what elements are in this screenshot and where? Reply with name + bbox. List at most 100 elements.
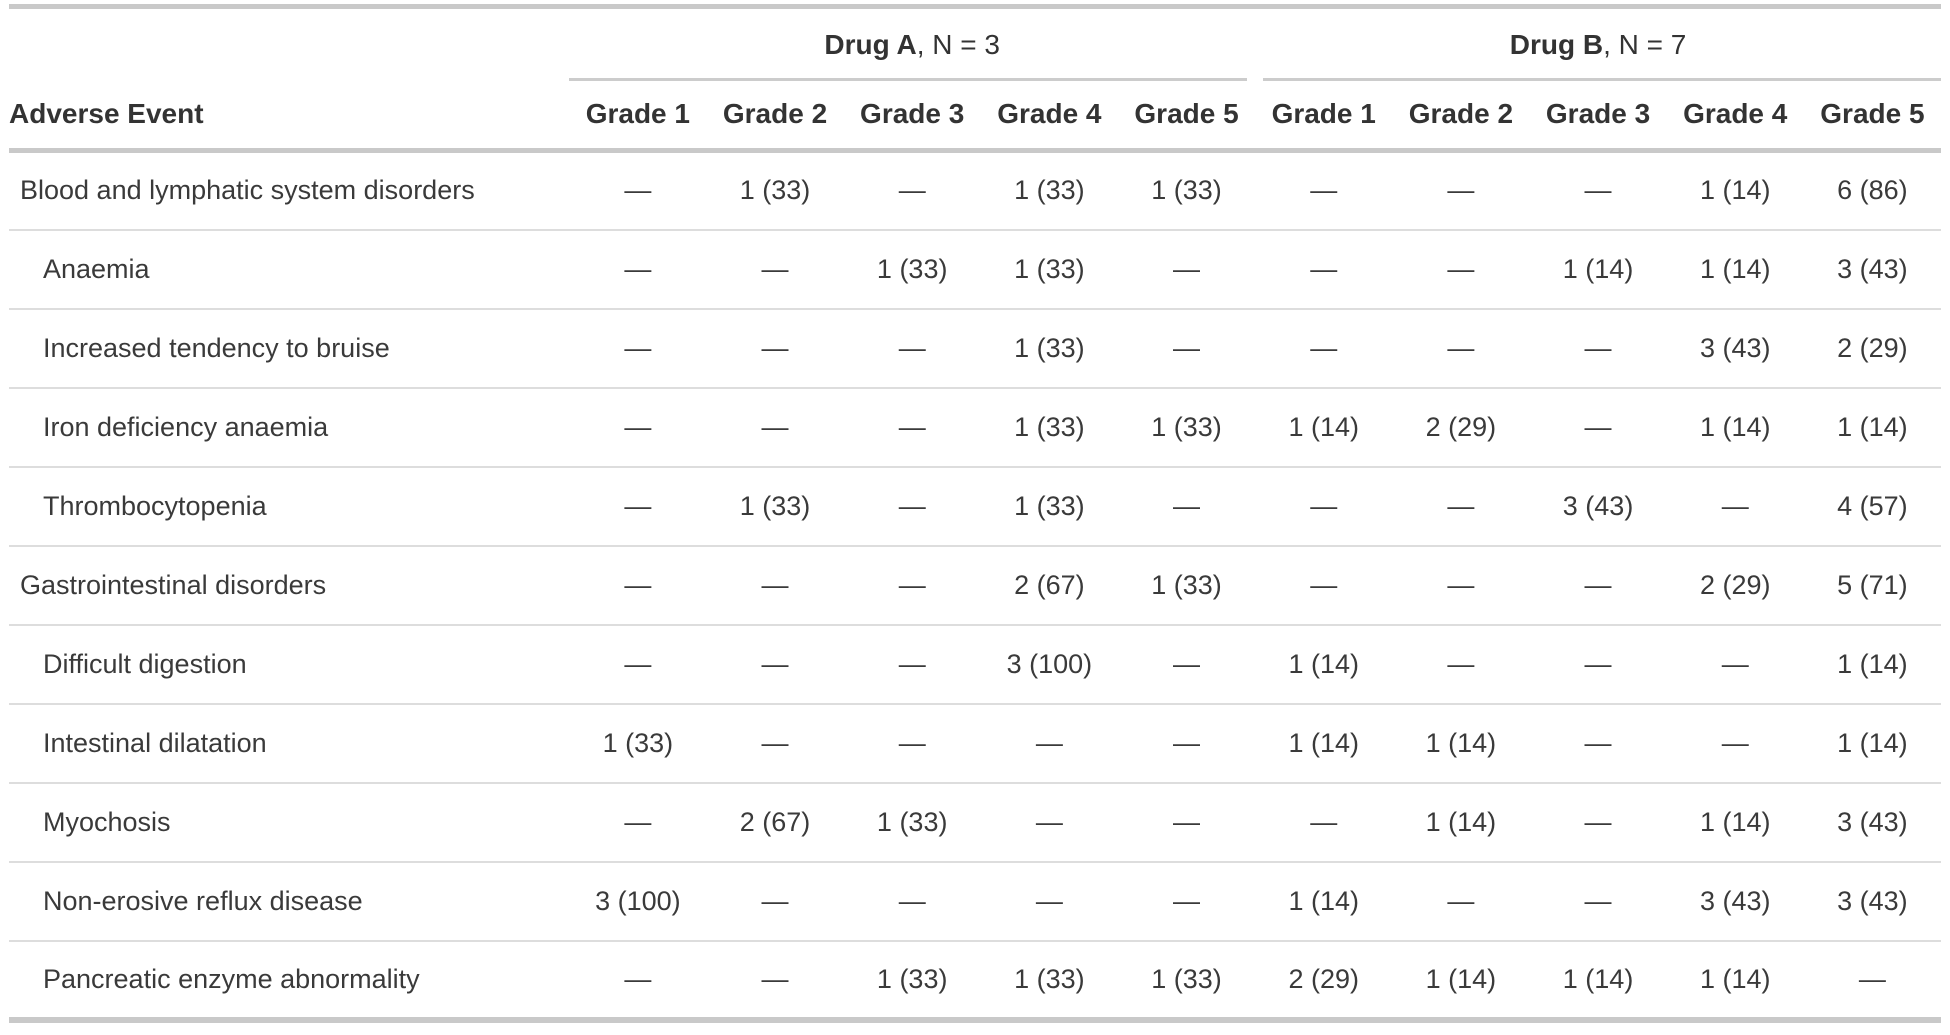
event-label: Anaemia (9, 229, 570, 310)
grade-header-b2: Grade 2 (1392, 80, 1530, 153)
event-label: Iron deficiency anaemia (9, 387, 570, 468)
corner-cell (9, 6, 570, 81)
grade-header-a2: Grade 2 (706, 80, 844, 153)
grade-header-a4: Grade 4 (980, 80, 1118, 153)
value-cell: 3 (43) (1803, 229, 1941, 310)
value-cell: — (1255, 782, 1393, 863)
value-cell: — (980, 861, 1118, 942)
value-cell: — (1803, 940, 1941, 1023)
value-cell: 3 (100) (980, 624, 1118, 705)
value-cell: — (1392, 150, 1530, 231)
value-cell: — (1529, 150, 1667, 231)
drug-a-n: , N = 3 (916, 28, 1000, 60)
value-cell: — (1117, 624, 1256, 705)
grade-header-b4: Grade 4 (1666, 80, 1804, 153)
grade-header-row: Adverse Event Grade 1 Grade 2 Grade 3 Gr… (9, 80, 1941, 153)
drug-a-group-header: Drug A, N = 3 (569, 7, 1255, 81)
value-cell: — (1529, 624, 1667, 705)
value-cell: 3 (43) (1803, 861, 1941, 942)
value-cell: — (569, 624, 707, 705)
value-cell: — (1255, 229, 1393, 310)
grade-header-b1: Grade 1 (1255, 80, 1393, 153)
value-cell: 5 (71) (1803, 545, 1941, 626)
value-cell: 3 (100) (569, 861, 707, 942)
value-cell: 1 (14) (1803, 703, 1941, 784)
table-row: Pancreatic enzyme abnormality — —1 (33) 1 (… (9, 940, 1941, 1023)
value-cell: — (706, 861, 844, 942)
value-cell: — (1255, 466, 1393, 547)
value-cell: — (1255, 545, 1393, 626)
value-cell: 1 (14) (1666, 387, 1804, 468)
event-label: Difficult digestion (9, 624, 570, 705)
value-cell: 1 (33) (569, 703, 707, 784)
value-cell: 2 (29) (1392, 387, 1530, 468)
table-row: Difficult digestion — — —3 (100) —1 (14) — — —1… (9, 624, 1941, 705)
adverse-events-table: Drug A, N = 3 Drug B, N = 7 Adverse Even… (9, 4, 1941, 1023)
value-cell: — (1529, 782, 1667, 863)
value-cell: 1 (33) (1117, 387, 1256, 468)
value-cell: — (1117, 703, 1256, 784)
table-body: Blood and lymphatic system disorders —1 (… (9, 150, 1941, 1023)
value-cell: — (1255, 150, 1393, 231)
value-cell: — (1666, 624, 1804, 705)
value-cell: 1 (33) (1117, 545, 1256, 626)
grade-header-a1: Grade 1 (569, 80, 707, 153)
value-cell: 1 (14) (1803, 624, 1941, 705)
value-cell: — (1529, 308, 1667, 389)
value-cell: — (1117, 308, 1256, 389)
table-row: Myochosis —2 (67) 1 (33) — — —1 (14) —1 (14) 3 … (9, 782, 1941, 863)
value-cell: 1 (33) (843, 940, 981, 1023)
value-cell: — (843, 703, 981, 784)
event-label: Pancreatic enzyme abnormality (9, 940, 570, 1023)
value-cell: — (569, 940, 707, 1023)
value-cell: — (1529, 861, 1667, 942)
table-row: Intestinal dilatation 1 (33) — — — —1 (14) 1 (… (9, 703, 1941, 784)
event-label: Myochosis (9, 782, 570, 863)
value-cell: — (1529, 387, 1667, 468)
value-cell: 1 (14) (1255, 703, 1393, 784)
event-label: Increased tendency to bruise (9, 308, 570, 389)
table-row: Anaemia — —1 (33) 1 (33) — — —1 (14) 1 (14) 3 (4… (9, 229, 1941, 310)
grade-header-b3: Grade 3 (1529, 80, 1667, 153)
value-cell: 1 (14) (1666, 150, 1804, 231)
table-row: Non-erosive reflux disease 3 (100) — — — —1 (… (9, 861, 1941, 942)
value-cell: — (1392, 624, 1530, 705)
value-cell: — (569, 387, 707, 468)
table-row: Increased tendency to bruise — — —1 (33) — — —… (9, 308, 1941, 389)
value-cell: 3 (43) (1529, 466, 1667, 547)
table-row: Iron deficiency anaemia — — —1 (33) 1 (33) 1 … (9, 387, 1941, 468)
value-cell: 2 (29) (1255, 940, 1393, 1023)
event-label: Blood and lymphatic system disorders (9, 150, 570, 231)
value-cell: 1 (14) (1392, 782, 1530, 863)
value-cell: — (706, 545, 844, 626)
value-cell: — (1255, 308, 1393, 389)
value-cell: 2 (29) (1666, 545, 1804, 626)
value-cell: 4 (57) (1803, 466, 1941, 547)
grade-header-a3: Grade 3 (843, 80, 981, 153)
value-cell: 2 (67) (980, 545, 1118, 626)
value-cell: 3 (43) (1666, 861, 1804, 942)
event-label: Gastrointestinal disorders (9, 545, 570, 626)
value-cell: — (980, 782, 1118, 863)
value-cell: 1 (33) (980, 940, 1118, 1023)
value-cell: 1 (14) (1666, 229, 1804, 310)
drug-b-n: , N = 7 (1603, 28, 1687, 60)
value-cell: — (843, 545, 981, 626)
value-cell: 2 (67) (706, 782, 844, 863)
value-cell: — (569, 308, 707, 389)
value-cell: 1 (14) (1255, 387, 1393, 468)
value-cell: — (706, 624, 844, 705)
value-cell: 1 (14) (1529, 940, 1667, 1023)
value-cell: 1 (33) (1117, 150, 1256, 231)
value-cell: — (1666, 703, 1804, 784)
value-cell: — (1666, 466, 1804, 547)
adverse-events-table-container: Drug A, N = 3 Drug B, N = 7 Adverse Even… (9, 4, 1941, 1023)
value-cell: — (843, 466, 981, 547)
value-cell: — (843, 387, 981, 468)
drug-group-header-row: Drug A, N = 3 Drug B, N = 7 (9, 6, 1941, 81)
value-cell: 1 (33) (980, 387, 1118, 468)
value-cell: — (569, 466, 707, 547)
value-cell: — (843, 624, 981, 705)
value-cell: — (1392, 545, 1530, 626)
table-row: Blood and lymphatic system disorders —1 (… (9, 150, 1941, 231)
